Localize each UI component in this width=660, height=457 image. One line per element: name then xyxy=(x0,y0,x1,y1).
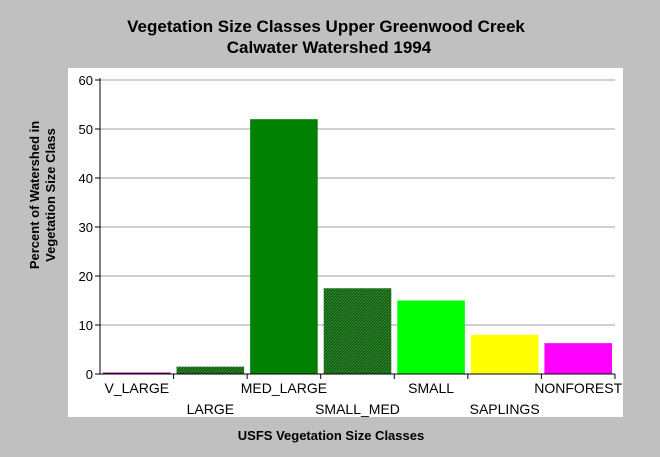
y-tick-label: 10 xyxy=(79,318,93,333)
x-tick-label: NONFOREST xyxy=(534,380,622,396)
bar-v-large xyxy=(103,372,171,374)
chart-subtitle: Calwater Watershed 1994 xyxy=(227,38,432,57)
x-tick-label: SMALL_MED xyxy=(315,401,400,417)
bar-saplings xyxy=(470,334,539,374)
bar-med-large xyxy=(250,119,318,374)
y-tick-label: 30 xyxy=(79,220,93,235)
bar-small-med xyxy=(323,288,392,374)
gridlines xyxy=(100,79,615,326)
chart-title: Vegetation Size Classes Upper Greenwood … xyxy=(127,17,525,36)
x-ticks: V_LARGE LARGE MED_LARGE SMALL_MED SMALL SAPLI… xyxy=(104,374,623,417)
x-tick-label: V_LARGE xyxy=(104,380,169,396)
x-tick-label: LARGE xyxy=(187,401,234,417)
y-axis-title: Percent of Watershed in Vegetation Size … xyxy=(27,121,58,269)
x-tick-label: SMALL xyxy=(408,380,454,396)
y-axis-title-line2: Vegetation Size Class xyxy=(43,128,58,262)
y-axis-title-line1: Percent of Watershed in xyxy=(27,121,42,269)
bar-nonforest xyxy=(544,343,612,374)
y-tick-label: 0 xyxy=(86,367,93,382)
y-tick-label: 20 xyxy=(79,269,93,284)
y-tick-label: 40 xyxy=(79,171,93,186)
y-ticks: 0 10 20 30 40 50 60 xyxy=(79,73,100,382)
y-tick-label: 50 xyxy=(79,122,93,137)
bar-small xyxy=(397,300,465,374)
x-axis-title: USFS Vegetation Size Classes xyxy=(238,428,424,443)
bars xyxy=(103,119,612,374)
x-tick-label: SAPLINGS xyxy=(470,401,540,417)
bar-large xyxy=(176,366,245,374)
y-tick-label: 60 xyxy=(79,73,93,88)
x-tick-label: MED_LARGE xyxy=(241,380,327,396)
